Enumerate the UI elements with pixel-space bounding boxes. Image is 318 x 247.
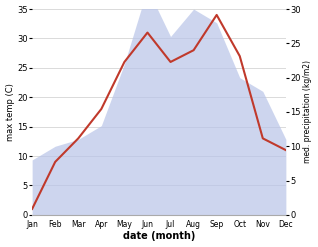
Y-axis label: max temp (C): max temp (C) [5,83,15,141]
Y-axis label: med. precipitation (kg/m2): med. precipitation (kg/m2) [303,61,313,164]
X-axis label: date (month): date (month) [123,231,195,242]
